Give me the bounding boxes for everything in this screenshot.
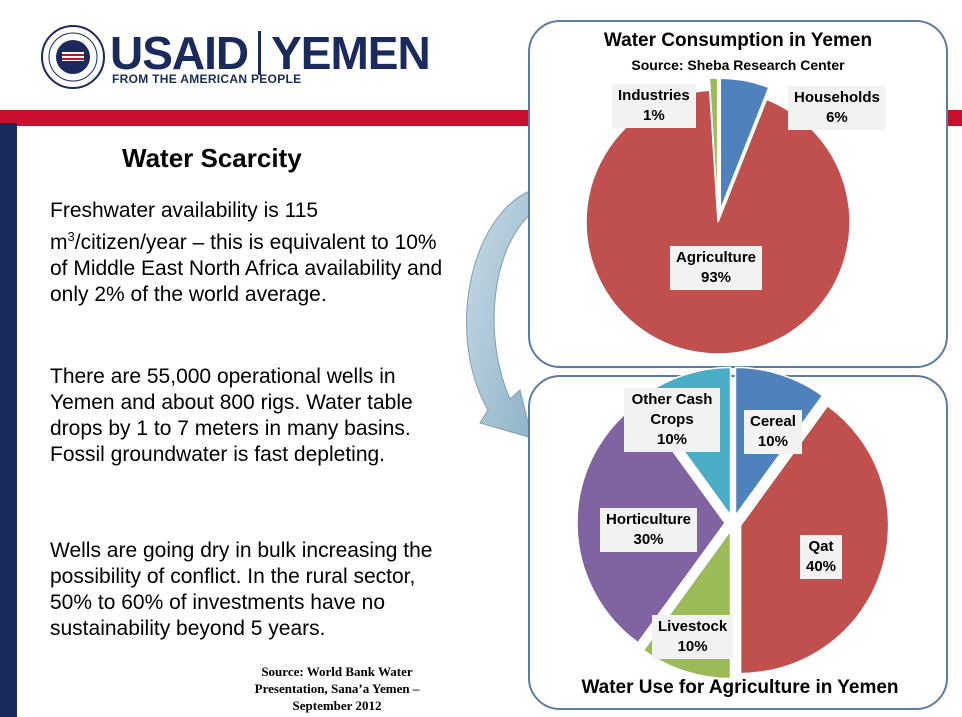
superscript-cubed: 3 [67,229,75,244]
source-note: Source: World Bank Water Presentation, S… [254,664,420,713]
brand-country: YEMEN [271,27,431,79]
pie-slice-industries [708,77,719,211]
pie-label-qat-name: Qat [808,538,834,555]
paragraph-wells: There are 55,000 operational wells in Ye… [50,365,413,466]
chart-subtitle-consumption: Source: Sheba Research Center [631,57,845,73]
paragraph-freshwater: Freshwater availability is 115 m3/citize… [50,198,450,308]
pie-slice-households [719,77,770,211]
left-accent-bar [0,123,17,717]
pie-slice-agriculture [585,89,851,355]
pie-label-horticulture-name: Horticulture [606,511,692,528]
pie-label-cereal-value: 10% [757,433,788,450]
pie-label-industries-name: Industries [618,87,690,104]
usaid-seal-icon [41,25,105,89]
pie-label-other-cash-crops: Other Cash Crops 10% [624,388,720,452]
pie-label-cereal: Cereal 10% [744,410,802,454]
pie-label-agriculture-name: Agriculture [676,249,757,266]
brand-tagline: FROM THE AMERICAN PEOPLE [112,72,302,86]
pie-label-livestock-value: 10% [677,638,708,655]
pie-label-qat-value: 40% [806,558,837,575]
paragraph-freshwater-a: Freshwater availability is 115 m [50,199,319,254]
paragraph-freshwater-b: /citizen/year – this is equivalent to 10… [50,231,443,306]
brand-logo: USAID YEMEN [110,26,431,80]
pie-label-agriculture: Agriculture 93% [670,246,763,290]
pie-label-horticulture-value: 30% [633,531,664,548]
pie-label-industries-value: 1% [643,107,665,124]
pie-label-agriculture-value: 93% [700,269,732,286]
connector-arrow-icon [466,189,533,439]
paragraph-conflict: Wells are going dry in bulk increasing t… [50,539,433,640]
pie-label-industries: Industries 1% [612,84,696,128]
brand-name: USAID [110,27,249,79]
chart-title-consumption: Water Consumption in Yemen [603,30,873,51]
pie-label-households-value: 6% [826,109,848,126]
slide-title: Water Scarcity [122,143,302,173]
pie-label-other-cash-crops-name: Other Cash Crops [631,391,713,428]
pie-label-qat: Qat 40% [800,535,843,579]
logo-divider [258,31,262,75]
chart-title-agriculture: Water Use for Agriculture in Yemen [581,677,899,698]
pie-label-horticulture: Horticulture 30% [600,508,698,552]
pie-label-other-cash-crops-value: 10% [656,431,688,448]
pie-label-households-name: Households [794,89,880,106]
pie-label-households: Households 6% [788,86,886,130]
pie-label-livestock-name: Livestock [658,618,728,635]
pie-label-cereal-name: Cereal [750,413,796,430]
pie-label-livestock: Livestock 10% [652,615,734,659]
